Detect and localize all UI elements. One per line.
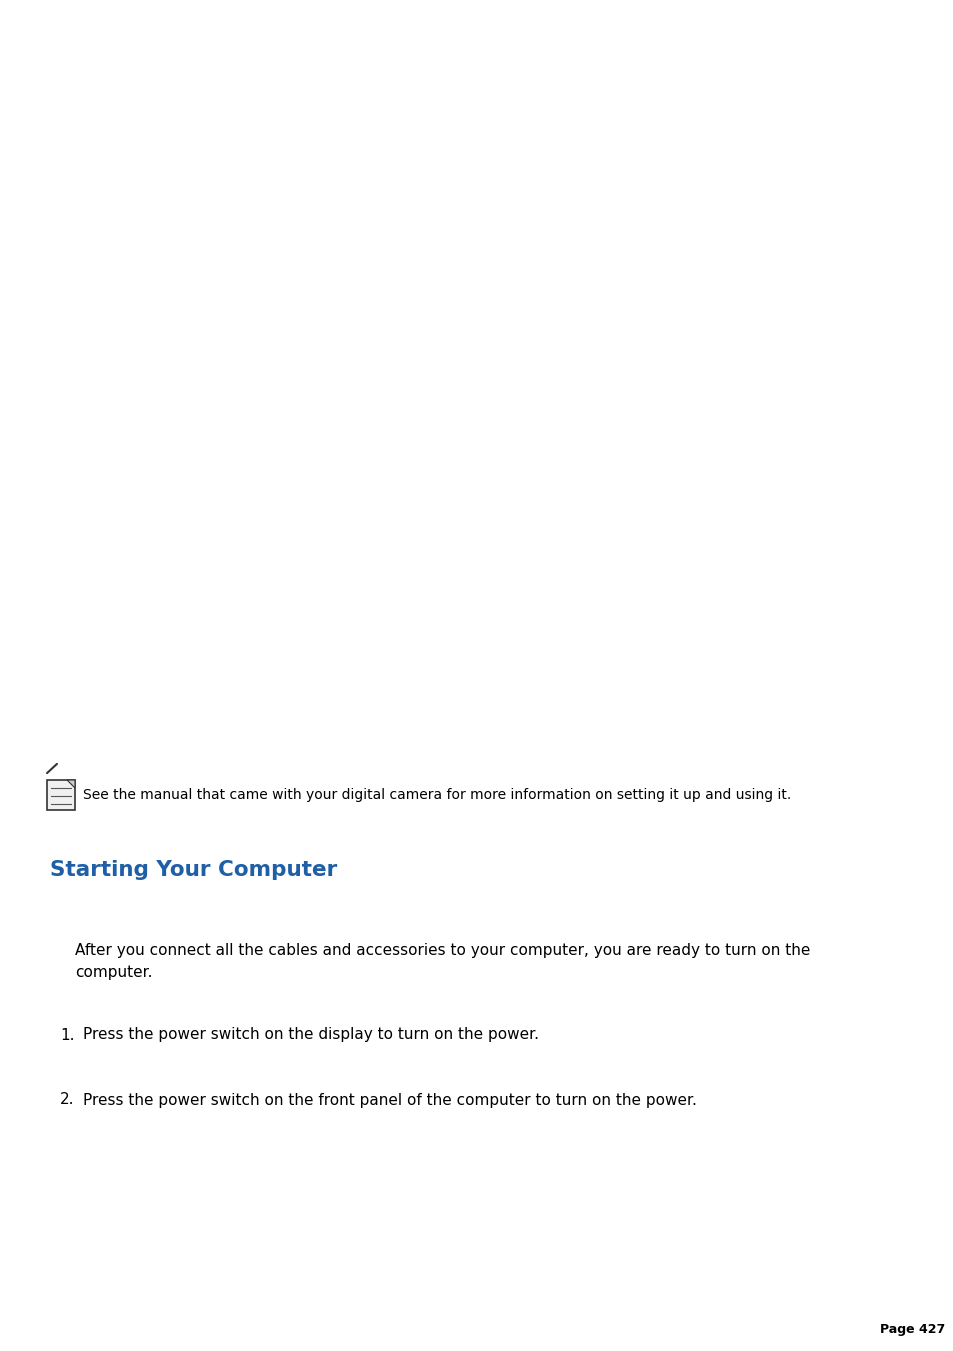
- Text: Press the power switch on the front panel of the computer to turn on the power.: Press the power switch on the front pane…: [83, 1093, 696, 1108]
- Text: computer.: computer.: [75, 965, 152, 979]
- Bar: [0, 0, 953, 700]
- Text: 1.: 1.: [60, 1028, 74, 1043]
- FancyBboxPatch shape: [47, 780, 75, 811]
- Text: Press the power switch on the display to turn on the power.: Press the power switch on the display to…: [83, 1028, 538, 1043]
- Text: After you connect all the cables and accessories to your computer, you are ready: After you connect all the cables and acc…: [75, 943, 809, 958]
- Text: See the manual that came with your digital camera for more information on settin: See the manual that came with your digit…: [83, 788, 790, 802]
- Text: 2.: 2.: [60, 1093, 74, 1108]
- Text: Starting Your Computer: Starting Your Computer: [50, 861, 337, 880]
- Text: Page 427: Page 427: [879, 1324, 944, 1336]
- Polygon shape: [67, 780, 75, 788]
